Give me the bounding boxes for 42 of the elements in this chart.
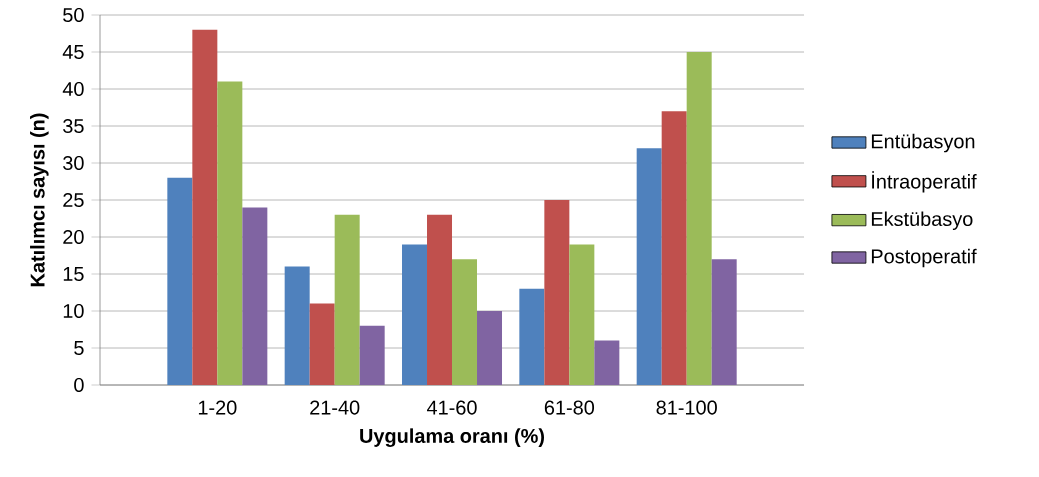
- bar: [569, 244, 595, 385]
- y-tick-label: 10: [63, 303, 84, 319]
- x-tick-label: 41-60: [426, 400, 477, 415]
- bar: [192, 29, 218, 385]
- legend-label: Postoperatif: [871, 248, 977, 268]
- bar: [452, 259, 478, 385]
- bar: [519, 288, 545, 385]
- x-axis-title: Uygulama oranı (%): [360, 428, 545, 447]
- bar: [427, 214, 453, 385]
- y-axis-title: Katılımcı sayısı (n): [30, 113, 49, 287]
- y-tick-label: 15: [63, 267, 84, 281]
- x-tick-label: 1-20: [198, 400, 237, 415]
- bar: [309, 303, 335, 385]
- y-tick-label: 35: [63, 118, 84, 134]
- x-tick-label: 81-100: [656, 400, 717, 415]
- bar: [711, 259, 737, 385]
- legend-label: Entübasyon: [871, 133, 975, 153]
- y-tick-label: 30: [63, 155, 84, 171]
- legend-label: Ekstübasyo: [871, 211, 973, 230]
- bar: [334, 214, 360, 385]
- y-tick-label: 25: [63, 192, 84, 208]
- legend-label: İntraoperatif: [872, 171, 977, 193]
- bar: [636, 148, 662, 385]
- y-tick-label: 0: [74, 377, 84, 393]
- bar: [242, 207, 268, 385]
- bar: [686, 52, 712, 385]
- x-tick-label: 61-80: [544, 400, 595, 415]
- bar: [544, 200, 570, 385]
- bar: [359, 325, 385, 385]
- y-tick-label: 20: [63, 229, 84, 245]
- bar: [477, 311, 503, 385]
- y-tick-label: 45: [62, 45, 84, 59]
- bar: [217, 81, 243, 385]
- bar: [402, 244, 428, 385]
- y-tick-label: 5: [74, 341, 84, 355]
- bar: [661, 111, 687, 385]
- bar: [594, 340, 620, 385]
- y-tick-label: 40: [62, 81, 84, 97]
- bar: [167, 177, 193, 385]
- x-tick-label: 21-40: [310, 400, 360, 415]
- y-tick-label: 50: [63, 7, 84, 23]
- bar: [284, 266, 310, 385]
